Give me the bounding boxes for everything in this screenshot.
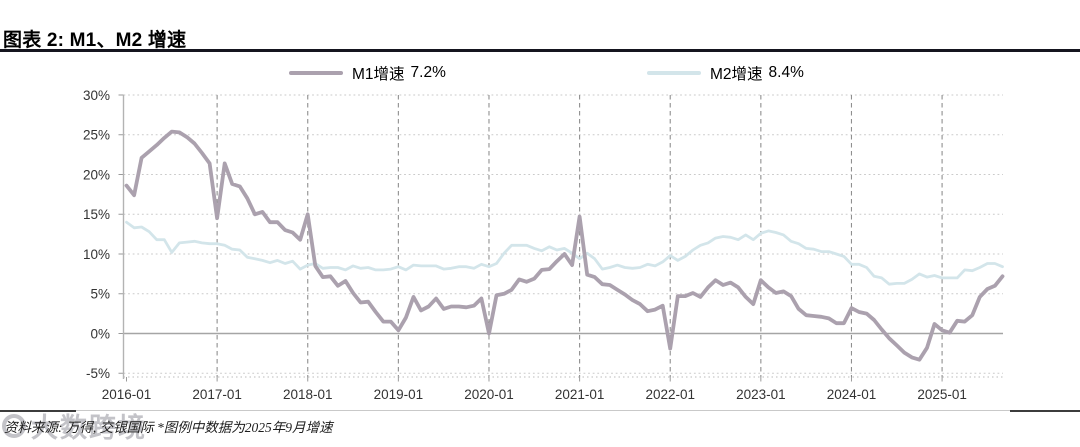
x-tick-label: 2017-01 — [192, 387, 242, 402]
legend-item-m2: M2增速 8.4% — [647, 63, 804, 83]
figure-title: 图表 2: M1、M2 增速 — [3, 30, 187, 51]
x-tick-label: 2019-01 — [374, 387, 424, 402]
legend-swatch-m2 — [647, 71, 701, 75]
y-tick-label: 0% — [90, 326, 110, 341]
footer-rule-left-segment — [0, 410, 76, 412]
x-tick-label: 2021-01 — [555, 387, 605, 402]
y-tick-label: 25% — [83, 128, 110, 143]
x-tick-label: 2025-01 — [917, 387, 967, 402]
legend-swatch-m1 — [289, 71, 343, 75]
legend-label-m2: M2增速 — [710, 66, 763, 83]
legend-value-m1: 7.2% — [410, 64, 446, 81]
x-tick-label: 2023-01 — [736, 387, 786, 402]
footer-rule-right-segment — [1010, 410, 1080, 412]
x-tick-label: 2018-01 — [283, 387, 333, 402]
series-line-m1 — [124, 129, 1005, 362]
footer-rule — [0, 410, 1080, 411]
legend-item-m1: M1增速 7.2% — [289, 63, 446, 83]
x-tick-label: 2024-01 — [827, 387, 877, 402]
x-tick-label: 2022-01 — [645, 387, 695, 402]
series-line-m2 — [125, 220, 1004, 286]
y-tick-label: 5% — [90, 287, 110, 302]
source-note: 资料来源: 万得, 交银国际 *图例中数据为2025年9月增速 — [4, 420, 333, 435]
x-tick-label: 2020-01 — [464, 387, 514, 402]
x-tick-label: 2016-01 — [102, 387, 152, 402]
legend-label-m1: M1增速 — [352, 66, 405, 83]
y-tick-label: 15% — [83, 207, 110, 222]
y-tick-label: 10% — [83, 247, 110, 262]
y-tick-label: 30% — [83, 88, 110, 103]
legend-value-m2: 8.4% — [768, 64, 804, 81]
y-tick-label: 20% — [83, 167, 110, 182]
title-underline — [0, 49, 1080, 52]
y-tick-label: -5% — [86, 366, 110, 381]
